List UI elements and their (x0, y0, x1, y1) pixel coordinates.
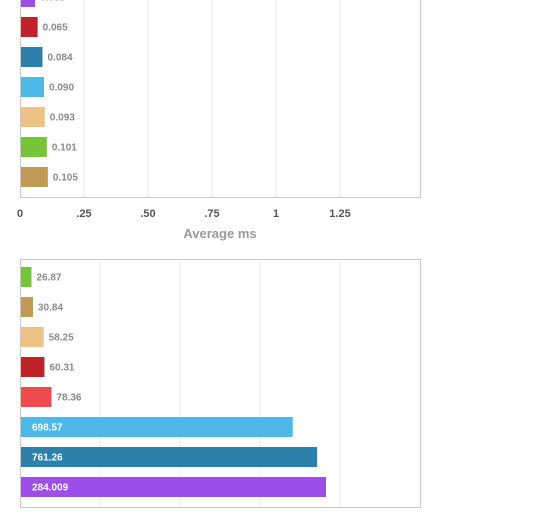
bar (21, 17, 38, 37)
bar (21, 107, 45, 127)
bar (21, 167, 48, 187)
bar (21, 47, 43, 67)
x-tick-label: 1.25 (329, 208, 350, 220)
bar-value-label: 698.57 (32, 423, 63, 434)
plot-frame (20, 259, 421, 508)
bar (21, 327, 44, 347)
x-tick-label: .75 (204, 208, 219, 220)
bar (21, 357, 45, 377)
bar (21, 297, 33, 317)
x-tick-label: 1 (273, 208, 279, 220)
bar-value-label: 60.31 (49, 363, 74, 374)
bar (21, 77, 45, 97)
bar-value-label: 0.105 (53, 173, 78, 184)
bar (21, 447, 318, 467)
bar-value-label: 0.084 (48, 53, 73, 64)
bar-value-label: 78.36 (56, 393, 81, 404)
bar-value-label: 761.26 (32, 453, 63, 464)
bar-value-label: 58.25 (49, 333, 74, 344)
bar-value-label: 0.055 (40, 0, 65, 4)
bar-value-label: 0.101 (52, 143, 77, 154)
bar (21, 387, 52, 407)
x-tick-label: .25 (76, 208, 91, 220)
bar-value-label: 284.009 (32, 483, 69, 494)
bar-value-label: 0.065 (43, 23, 68, 34)
bar (21, 267, 32, 287)
chart-totals: 26.87 30.84 58.25 60.31 78.36 698.57 761.26 284… (20, 259, 421, 508)
bar-value-label: 26.87 (36, 273, 61, 284)
bar-value-label: 30.84 (38, 303, 63, 314)
x-tick-label: .50 (140, 208, 155, 220)
bar (21, 0, 36, 7)
bar-value-label: 0.090 (49, 83, 74, 94)
chart-average-ms: 0.055 0.065 0.084 0.090 0.093 0.101 0.105 0 .25.… (17, 0, 421, 241)
plot-frame (20, 0, 421, 198)
x-tick-label: 0 (17, 208, 23, 220)
bar (21, 417, 293, 437)
bar (21, 137, 47, 157)
bar-value-label: 0.093 (50, 113, 75, 124)
x-axis-title: Average ms (183, 226, 256, 241)
bar (21, 477, 326, 497)
